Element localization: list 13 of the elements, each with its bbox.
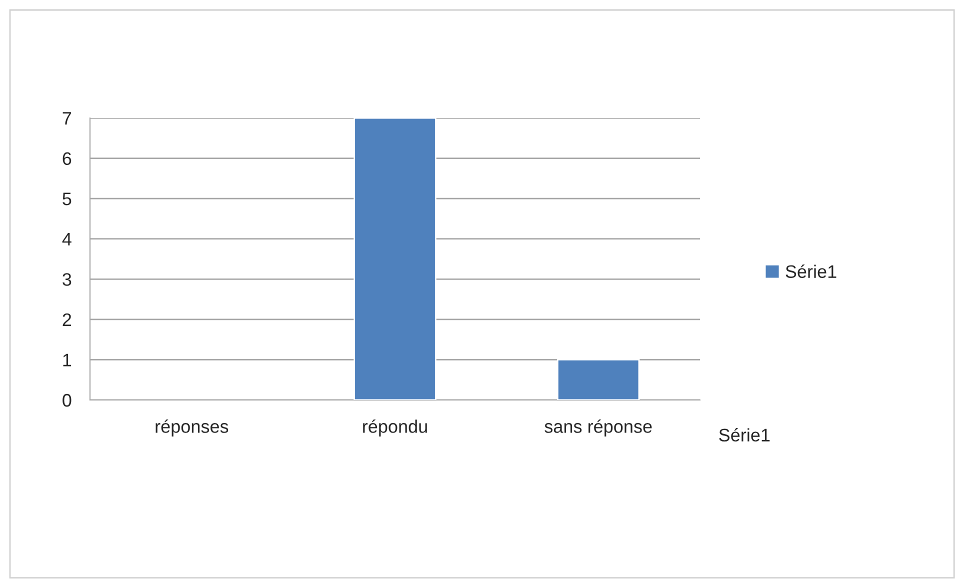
x-tick-label: sans réponse xyxy=(544,419,652,436)
text: Série1 xyxy=(719,428,770,442)
y-tick-label: 2 xyxy=(62,313,72,326)
y-tick-label: 4 xyxy=(62,232,72,246)
y-tick-label: 5 xyxy=(62,192,72,206)
y-tick-label: 3 xyxy=(62,273,72,286)
y-tick-label: 0 xyxy=(62,394,72,407)
y-tick-label: 7 xyxy=(62,112,72,125)
legend-label: Série1 xyxy=(786,264,836,278)
x-tick-label: répondu xyxy=(363,419,427,436)
y-tick-label: 1 xyxy=(63,354,72,366)
x-tick-label: réponses xyxy=(156,419,228,436)
y-tick-label: 6 xyxy=(62,152,72,166)
